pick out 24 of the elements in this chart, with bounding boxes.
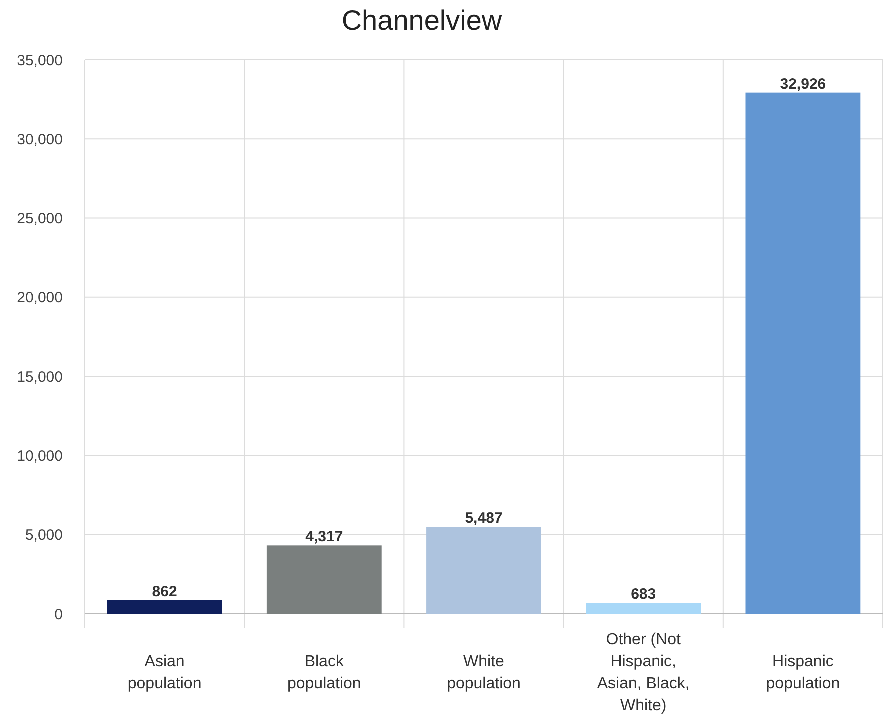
- x-tick-label: Asian population: [128, 654, 202, 693]
- y-tick-label: 5,000: [25, 527, 63, 544]
- data-label: 683: [631, 586, 656, 604]
- data-label: 862: [152, 583, 178, 600]
- y-tick-label: 10,000: [17, 448, 63, 465]
- bar: [746, 92, 861, 614]
- y-tick-label: 30,000: [17, 131, 63, 148]
- x-tick-label: Hispanic population: [766, 654, 840, 693]
- y-tick-label: 25,000: [17, 210, 63, 228]
- data-label: 4,317: [306, 528, 344, 546]
- data-label: 32,926: [780, 76, 826, 93]
- bar: [107, 600, 222, 614]
- x-tick-label: White population: [447, 654, 521, 693]
- y-tick-label: 35,000: [17, 52, 63, 70]
- y-tick-label: 15,000: [17, 368, 63, 386]
- data-label: 5,487: [465, 510, 503, 528]
- x-tick-label: Black population: [287, 654, 362, 693]
- bar: [266, 546, 382, 614]
- chart-title: Channelview: [342, 5, 503, 36]
- x-tick-label: Other (Not Hispanic, Asian, Black, White): [597, 632, 690, 715]
- bar: [586, 603, 702, 614]
- y-tick-label: 20,000: [17, 290, 63, 307]
- bar: [426, 527, 542, 614]
- y-tick-label: 0: [54, 606, 63, 624]
